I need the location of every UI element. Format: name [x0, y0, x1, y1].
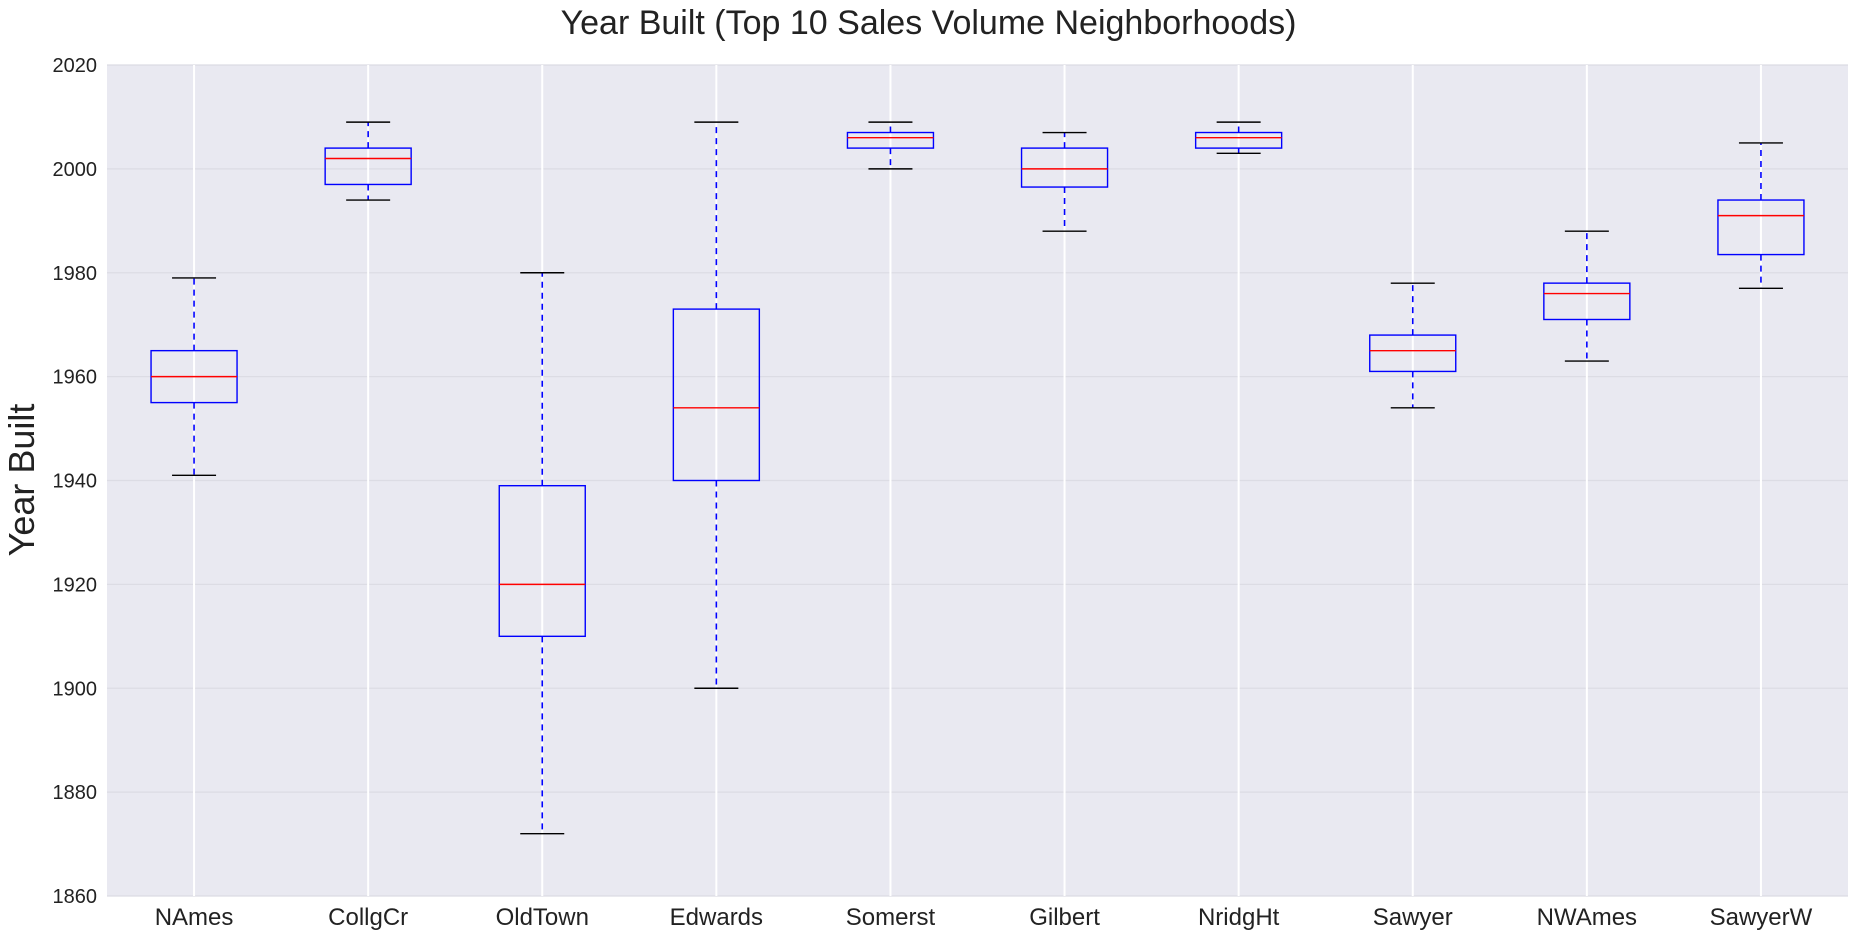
box-iqr — [498, 484, 586, 638]
box-iqr — [1717, 199, 1805, 256]
y-tick-label: 2000 — [53, 159, 98, 181]
box-iqr — [672, 308, 761, 482]
y-tick-label: 1860 — [53, 886, 98, 908]
box-iqr — [324, 147, 412, 186]
y-tick-label: 1980 — [53, 263, 98, 285]
x-tick-label: Gilbert — [1029, 904, 1100, 931]
x-tick-label: Sawyer — [1373, 904, 1453, 931]
box-iqr — [846, 131, 935, 149]
box-iqr — [1020, 147, 1109, 188]
y-tick-label: 1880 — [53, 782, 98, 804]
box-iqr — [1543, 282, 1631, 321]
y-tick-label: 2020 — [53, 55, 98, 77]
x-tick-label: SawyerW — [1710, 904, 1813, 931]
y-tick-label: 1940 — [53, 471, 98, 493]
chart-title: Year Built (Top 10 Sales Volume Neighbor… — [560, 4, 1297, 42]
x-tick-label: Edwards — [670, 904, 763, 931]
y-tick-label: 1960 — [53, 367, 98, 389]
box-iqr — [1369, 334, 1457, 373]
box-iqr — [1194, 131, 1283, 149]
x-tick-label: NridgHt — [1198, 904, 1280, 931]
y-tick-label: 1900 — [53, 678, 98, 700]
x-tick-label: NAmes — [155, 904, 234, 931]
y-tick-label: 1920 — [53, 574, 98, 596]
x-tick-label: CollgCr — [328, 904, 408, 931]
x-tick-label: Somerst — [846, 904, 936, 931]
x-tick-label: NWAmes — [1537, 904, 1637, 931]
x-tick-label: OldTown — [496, 904, 589, 931]
